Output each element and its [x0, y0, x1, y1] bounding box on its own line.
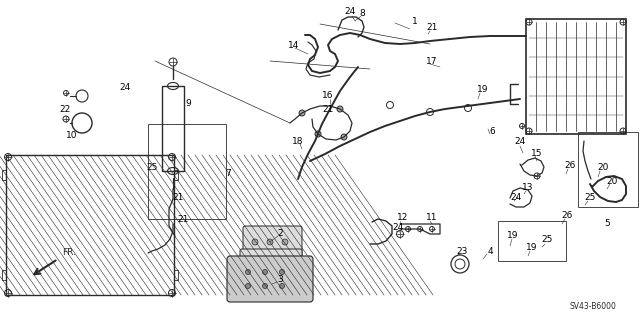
- Text: 2: 2: [277, 228, 283, 238]
- Circle shape: [249, 262, 255, 268]
- FancyBboxPatch shape: [243, 226, 302, 258]
- Text: 21: 21: [323, 105, 333, 114]
- Text: FR.: FR.: [62, 248, 76, 257]
- Text: 16: 16: [323, 91, 333, 100]
- Text: 8: 8: [359, 9, 365, 18]
- Text: 24: 24: [515, 137, 525, 146]
- Text: 11: 11: [426, 213, 438, 222]
- Circle shape: [279, 262, 285, 268]
- Bar: [174, 170, 178, 180]
- Circle shape: [267, 239, 273, 245]
- Text: 17: 17: [426, 56, 438, 65]
- Text: 24: 24: [392, 222, 404, 232]
- Bar: [174, 270, 178, 280]
- Circle shape: [337, 106, 343, 112]
- Text: 15: 15: [531, 149, 543, 158]
- Text: 14: 14: [288, 41, 300, 49]
- Circle shape: [280, 284, 285, 288]
- Bar: [162, 86, 184, 171]
- Circle shape: [262, 284, 268, 288]
- Circle shape: [264, 262, 270, 268]
- FancyBboxPatch shape: [240, 249, 302, 281]
- Text: 12: 12: [397, 213, 409, 222]
- Text: 25: 25: [147, 162, 157, 172]
- Text: 3: 3: [277, 275, 283, 284]
- Text: 9: 9: [185, 100, 191, 108]
- Bar: [2, 270, 6, 280]
- Text: 25: 25: [584, 194, 596, 203]
- Text: 6: 6: [489, 127, 495, 136]
- Text: 1: 1: [412, 17, 418, 26]
- Text: 24: 24: [344, 8, 356, 17]
- Text: 26: 26: [564, 161, 576, 170]
- Circle shape: [252, 239, 258, 245]
- Text: 4: 4: [487, 247, 493, 256]
- Text: 21: 21: [177, 214, 189, 224]
- Text: 19: 19: [477, 85, 489, 93]
- Text: 21: 21: [426, 23, 438, 32]
- Bar: [498, 221, 566, 261]
- Circle shape: [282, 239, 288, 245]
- Bar: [578, 132, 638, 207]
- Text: 19: 19: [508, 231, 519, 240]
- Text: 20: 20: [606, 176, 618, 186]
- Bar: [526, 19, 626, 134]
- Text: 26: 26: [561, 211, 573, 220]
- Bar: [2, 170, 6, 180]
- Text: 5: 5: [604, 219, 610, 228]
- Circle shape: [262, 270, 268, 275]
- FancyBboxPatch shape: [227, 256, 313, 302]
- Bar: [6, 155, 174, 295]
- Circle shape: [280, 270, 285, 275]
- Circle shape: [299, 110, 305, 116]
- Text: 10: 10: [67, 131, 77, 140]
- Text: 21: 21: [172, 192, 184, 202]
- Circle shape: [341, 134, 347, 140]
- Text: 22: 22: [60, 105, 70, 114]
- Circle shape: [315, 131, 321, 137]
- Text: 24: 24: [510, 192, 522, 202]
- Text: 7: 7: [225, 169, 231, 179]
- Text: 25: 25: [541, 235, 553, 244]
- Circle shape: [246, 270, 250, 275]
- Bar: [148, 124, 226, 219]
- Text: SV43-B6000: SV43-B6000: [570, 302, 617, 311]
- Text: 24: 24: [120, 83, 131, 92]
- Text: 23: 23: [456, 247, 468, 256]
- Text: 19: 19: [526, 242, 538, 251]
- Text: 18: 18: [292, 137, 304, 145]
- Circle shape: [246, 284, 250, 288]
- Text: 20: 20: [597, 162, 609, 172]
- Text: 13: 13: [522, 182, 534, 191]
